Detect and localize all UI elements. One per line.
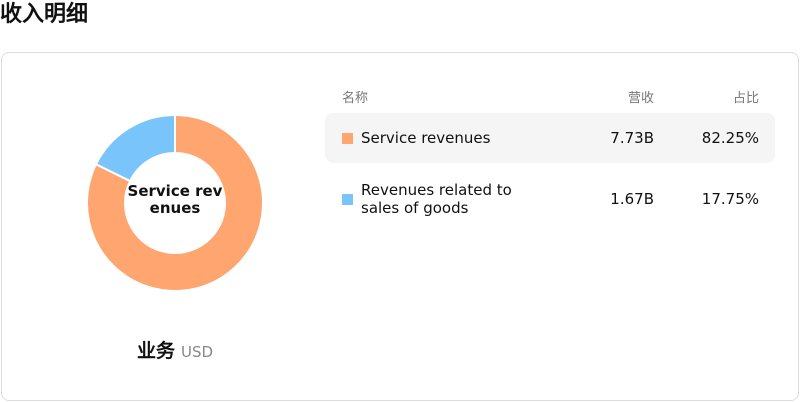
card — [1, 52, 799, 401]
column-header: 营收 — [627, 91, 654, 106]
column-header: 占比 — [732, 91, 759, 106]
table-row: Service revenues 7.73B 82.25% — [325, 113, 775, 163]
column-header: 名称 — [342, 91, 369, 106]
footer: 业务 USD — [0, 336, 350, 363]
footer-unit: USD — [180, 343, 214, 361]
legend-swatch — [342, 133, 353, 144]
donut-slice — [94, 113, 176, 183]
row-name: Service revenues — [361, 129, 491, 147]
table-row: Revenues related to sales of goods 1.67B 1… — [325, 174, 775, 224]
row-revenue: 1.67B — [610, 190, 654, 208]
legend-swatch — [342, 194, 353, 205]
row-name: Revenues related to sales of goods — [361, 181, 512, 217]
footer-label: 业务 — [136, 340, 175, 362]
page-title: 收入明细 — [0, 2, 89, 27]
row-share: 17.75% — [701, 190, 759, 208]
center-label: Service revenues — [127, 182, 223, 217]
donut-slice — [86, 113, 264, 292]
row-revenue: 7.73B — [610, 129, 654, 147]
row-share: 82.25% — [701, 129, 759, 147]
